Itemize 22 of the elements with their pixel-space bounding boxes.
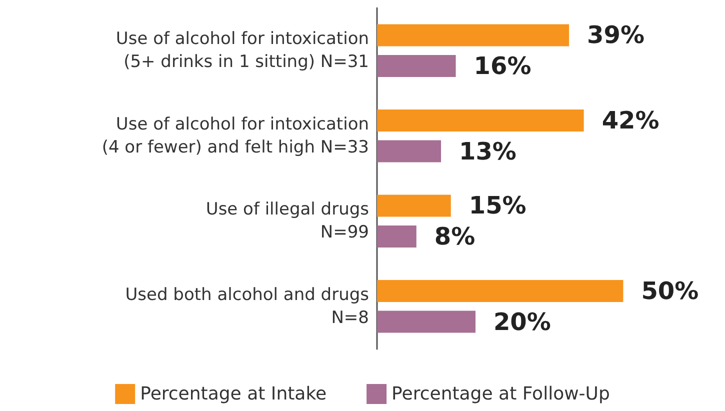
bar <box>377 55 456 78</box>
y-tick-label: Use of alcohol for intoxication (4 or fewer) and felt high N=33 <box>102 114 369 158</box>
bar <box>377 280 624 302</box>
data-label: 8% <box>434 222 476 251</box>
bar <box>377 109 584 132</box>
data-label: 16% <box>474 52 532 80</box>
data-label: 20% <box>493 308 551 336</box>
bar <box>377 226 416 248</box>
data-label: 39% <box>587 21 645 50</box>
legend-label: Percentage at Follow-Up <box>392 384 610 404</box>
legend-label: Percentage at Intake <box>140 384 327 404</box>
bar <box>377 310 476 333</box>
y-tick-label: Used both alcohol and drugs N=8 <box>125 284 370 328</box>
data-label: 15% <box>468 192 526 220</box>
data-label: 50% <box>641 276 699 305</box>
data-label: 42% <box>602 106 660 134</box>
bar <box>377 140 442 162</box>
y-tick-label: Use of illegal drugs N=99 <box>206 200 370 243</box>
y-tick-label: Use of alcohol for intoxication (5+ drinks in 1 sitting) N=31 <box>116 29 369 72</box>
bar <box>377 194 451 217</box>
data-label: 13% <box>459 137 516 166</box>
bar <box>377 24 570 46</box>
